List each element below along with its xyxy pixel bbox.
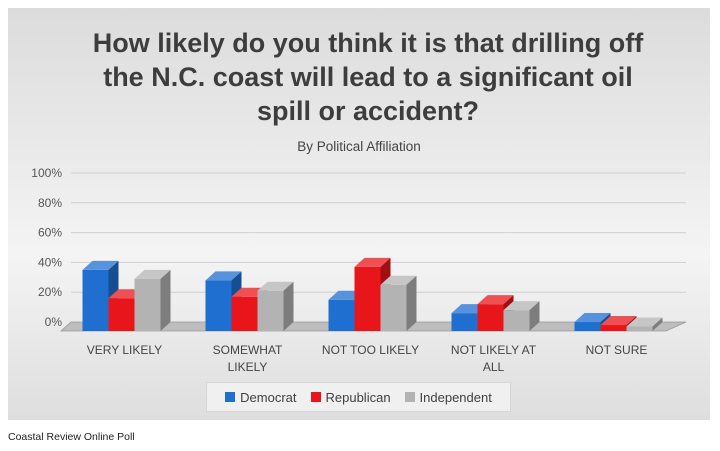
bar-top <box>600 316 637 326</box>
x-tick-label: VERY LIKELY <box>87 343 162 357</box>
source-footer: Coastal Review Online Poll <box>8 431 135 443</box>
bar-front <box>626 326 653 331</box>
bar-front <box>108 298 135 331</box>
x-tick-label: NOT SURE <box>586 343 648 357</box>
y-tick-label: 0% <box>45 315 63 329</box>
y-tick-label: 20% <box>38 285 62 299</box>
bar <box>503 301 540 331</box>
bar-top <box>134 269 171 279</box>
bar-front <box>477 304 504 331</box>
bar <box>134 269 171 331</box>
bar-top <box>257 281 294 291</box>
bar-front <box>503 310 530 331</box>
bar-top <box>477 295 514 305</box>
bar-front <box>451 313 478 331</box>
legend-item-democrat: Democrat <box>225 389 297 405</box>
bar-top <box>503 301 540 311</box>
bar-top <box>82 260 119 270</box>
bar <box>380 275 417 331</box>
bar-front <box>328 299 355 331</box>
bar-side <box>652 317 663 331</box>
legend-label-democrat: Democrat <box>240 389 297 405</box>
bar-top <box>380 275 417 285</box>
y-tick-label: 60% <box>38 226 62 240</box>
legend-swatch-independent <box>404 392 415 402</box>
bar-top <box>574 313 611 323</box>
bar-side <box>160 269 171 331</box>
bar <box>257 281 294 331</box>
bar-front <box>205 280 232 331</box>
bar-front <box>354 266 381 331</box>
bar <box>626 317 663 331</box>
chart-area: How likely do you think it is that drill… <box>8 8 710 420</box>
chart-title-line: the N.C. coast will lead to a significan… <box>103 62 633 92</box>
legend-swatch-republican <box>310 392 321 402</box>
y-tick-label: 80% <box>38 196 62 210</box>
bar-front <box>231 296 258 331</box>
x-tick-label: ALL <box>483 360 505 374</box>
chart-title: How likely do you think it is that drill… <box>68 26 668 128</box>
legend-label-independent: Independent <box>419 389 492 405</box>
legend: Democrat Republican Independent <box>206 382 511 412</box>
bar-side <box>529 301 540 331</box>
bar-top <box>354 257 391 267</box>
x-tick-label: NOT LIKELY AT <box>451 343 537 357</box>
bar-front <box>600 325 627 331</box>
bar-front <box>574 322 601 331</box>
x-tick-label: NOT TOO LIKELY <box>322 343 419 357</box>
bar-front <box>134 278 161 331</box>
plot-area: 100% 80% 60% 40% 20% 0% VERY LIKELY SOMEWHAT LIK… <box>31 166 687 374</box>
bar-side <box>283 281 294 331</box>
y-tick-label: 100% <box>31 166 62 180</box>
bar-front <box>380 284 407 331</box>
legend-item-republican: Republican <box>310 389 391 405</box>
chart-title-line: spill or accident? <box>256 96 480 126</box>
y-tick-label: 40% <box>38 255 62 269</box>
x-tick-label: SOMEWHAT <box>213 343 283 357</box>
x-tick-label: LIKELY <box>228 360 268 374</box>
bar-side <box>406 275 417 331</box>
bar-front <box>257 290 284 331</box>
chart-subtitle: By Political Affiliation <box>297 139 421 154</box>
legend-label-republican: Republican <box>325 389 391 405</box>
chart-title-line: How likely do you think it is that drill… <box>92 28 644 58</box>
bar-top <box>205 271 242 281</box>
legend-item-independent: Independent <box>404 389 492 405</box>
bar-front <box>82 269 109 331</box>
legend-swatch-democrat <box>225 392 236 402</box>
bar-top <box>626 317 663 327</box>
